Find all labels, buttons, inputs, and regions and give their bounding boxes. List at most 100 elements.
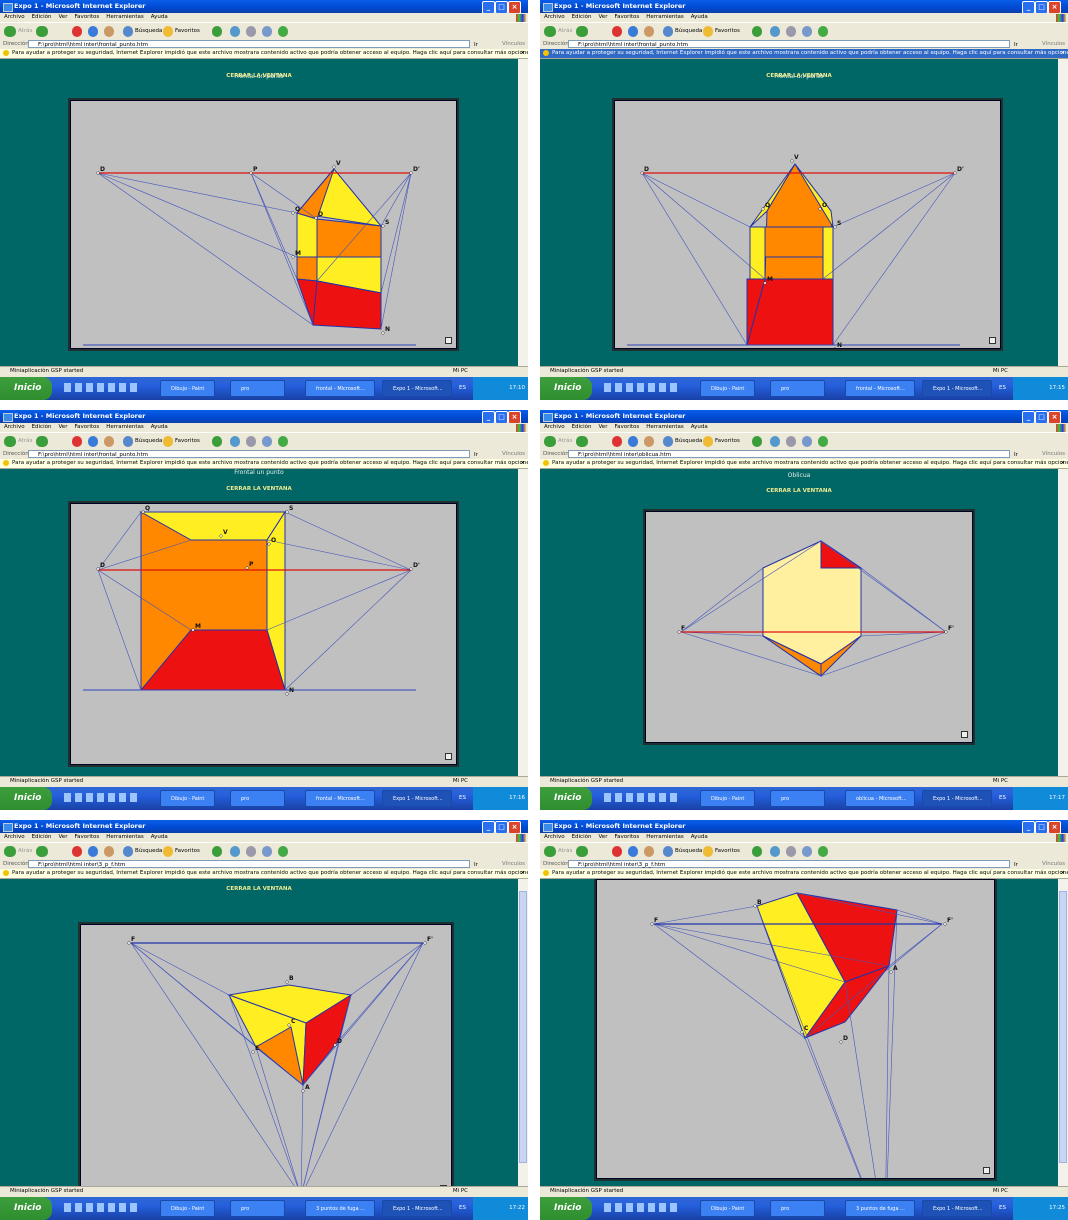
gsp-sketch-canvas[interactable]: FF'BCEDAF'': [80, 924, 452, 1186]
go-button[interactable]: Ir: [1014, 40, 1032, 48]
back-arrow-icon[interactable]: [544, 26, 556, 37]
back-arrow-icon[interactable]: [544, 846, 556, 857]
quick-launch-icon[interactable]: [108, 383, 115, 392]
security-info-bar[interactable]: Para ayudar a proteger su seguridad, Int…: [540, 49, 1068, 59]
menu-item[interactable]: Favoritos: [614, 424, 639, 430]
messenger-icon[interactable]: [818, 436, 828, 447]
print-icon[interactable]: [786, 26, 796, 37]
menu-item[interactable]: Ver: [598, 14, 607, 20]
quick-launch-icon[interactable]: [97, 1203, 104, 1212]
menu-item[interactable]: Herramientas: [106, 424, 143, 430]
home-icon[interactable]: [104, 846, 114, 857]
go-button[interactable]: Ir: [1014, 450, 1032, 458]
back-arrow-icon[interactable]: [4, 436, 16, 447]
stop-icon[interactable]: [612, 26, 622, 37]
forward-arrow-icon[interactable]: [36, 436, 48, 447]
menu-item[interactable]: Herramientas: [646, 424, 683, 430]
menu-item[interactable]: Herramientas: [646, 14, 683, 20]
menu-item[interactable]: Edición: [32, 424, 52, 430]
menu-item[interactable]: Ver: [58, 834, 67, 840]
page-task-button[interactable]: frontal - Microsoft...: [845, 380, 915, 397]
favorites-star-icon[interactable]: [163, 436, 173, 447]
address-input[interactable]: F:\pro\html\html inter\3_p_f.htm: [568, 860, 1010, 868]
clock[interactable]: 17:10: [509, 385, 525, 391]
info-bar-close-button[interactable]: ×: [520, 49, 525, 58]
search-icon[interactable]: [663, 846, 673, 857]
info-bar-close-button[interactable]: ×: [520, 869, 525, 878]
favorites-star-icon[interactable]: [703, 846, 713, 857]
ie-task-button[interactable]: Expo 1 - Microsoft...: [382, 380, 452, 397]
refresh-icon[interactable]: [88, 26, 98, 37]
menu-item[interactable]: Ayuda: [151, 14, 168, 20]
close-window-link[interactable]: CERRAR LA VENTANA: [0, 886, 518, 892]
messenger-icon[interactable]: [818, 846, 828, 857]
go-button[interactable]: Ir: [474, 860, 492, 868]
paint-task-button[interactable]: Dibujo - Paint: [160, 1200, 215, 1217]
menu-item[interactable]: Ayuda: [691, 14, 708, 20]
vertical-scrollbar[interactable]: [518, 879, 528, 1186]
paint-task-button[interactable]: Dibujo - Paint: [160, 380, 215, 397]
quick-launch-icon[interactable]: [615, 793, 622, 802]
quick-launch-icon[interactable]: [604, 383, 611, 392]
start-button[interactable]: Inicio: [0, 377, 52, 400]
page-task-button[interactable]: 3 puntos de fuga ...: [845, 1200, 915, 1217]
menu-item[interactable]: Edición: [32, 14, 52, 20]
address-input[interactable]: F:\pro\html\html inter\frontal_punto.htm: [28, 450, 470, 458]
menu-item[interactable]: Favoritos: [74, 424, 99, 430]
info-bar-close-button[interactable]: ×: [1060, 869, 1065, 878]
favorites-label[interactable]: Favoritos: [175, 23, 200, 40]
quick-launch-icon[interactable]: [119, 1203, 126, 1212]
forward-arrow-icon[interactable]: [36, 846, 48, 857]
back-label[interactable]: Atrás: [558, 843, 572, 860]
forward-arrow-icon[interactable]: [576, 26, 588, 37]
links-label[interactable]: Vínculos: [502, 449, 525, 459]
info-bar-close-button[interactable]: ×: [1060, 49, 1065, 58]
favorites-label[interactable]: Favoritos: [175, 433, 200, 450]
go-button[interactable]: Ir: [474, 450, 492, 458]
mail-icon[interactable]: [770, 26, 780, 37]
address-input[interactable]: F:\pro\html\html inter\oblicua.htm: [568, 450, 1010, 458]
security-info-bar[interactable]: Para ayudar a proteger su seguridad, Int…: [0, 49, 528, 59]
quick-launch-icon[interactable]: [86, 1203, 93, 1212]
resize-handle[interactable]: [961, 731, 968, 738]
paint-task-button[interactable]: Dibujo - Paint: [700, 380, 755, 397]
back-label[interactable]: Atrás: [558, 23, 572, 40]
quick-launch-icon[interactable]: [670, 383, 677, 392]
print-icon[interactable]: [246, 436, 256, 447]
security-info-bar[interactable]: Para ayudar a proteger su seguridad, Int…: [0, 459, 528, 469]
info-bar-close-button[interactable]: ×: [520, 459, 525, 468]
scroll-thumb[interactable]: [519, 891, 527, 1163]
refresh-icon[interactable]: [88, 436, 98, 447]
clock[interactable]: 17:25: [1049, 1205, 1065, 1211]
quick-launch-icon[interactable]: [604, 1203, 611, 1212]
favorites-star-icon[interactable]: [703, 26, 713, 37]
refresh-icon[interactable]: [628, 26, 638, 37]
stop-icon[interactable]: [72, 436, 82, 447]
links-label[interactable]: Vínculos: [502, 859, 525, 869]
home-icon[interactable]: [104, 436, 114, 447]
mail-icon[interactable]: [230, 436, 240, 447]
menu-item[interactable]: Archivo: [544, 14, 565, 20]
favorites-label[interactable]: Favoritos: [715, 843, 740, 860]
folder-task-button[interactable]: pro: [230, 380, 285, 397]
window-titlebar[interactable]: Expo 1 - Microsoft Internet Explorer_□×: [540, 410, 1068, 423]
security-info-bar[interactable]: Para ayudar a proteger su seguridad, Int…: [540, 869, 1068, 879]
quick-launch-icon[interactable]: [108, 793, 115, 802]
edit-icon[interactable]: [262, 436, 272, 447]
window-titlebar[interactable]: Expo 1 - Microsoft Internet Explorer_□×: [0, 0, 528, 13]
messenger-icon[interactable]: [278, 26, 288, 37]
quick-launch-icon[interactable]: [626, 793, 633, 802]
go-button[interactable]: Ir: [474, 40, 492, 48]
quick-launch-icon[interactable]: [615, 1203, 622, 1212]
home-icon[interactable]: [644, 26, 654, 37]
page-task-button[interactable]: oblicua - Microsoft...: [845, 790, 915, 807]
folder-task-button[interactable]: pro: [770, 380, 825, 397]
search-label[interactable]: Búsqueda: [675, 843, 702, 860]
refresh-icon[interactable]: [628, 846, 638, 857]
quick-launch-icon[interactable]: [97, 383, 104, 392]
vertical-scrollbar[interactable]: [518, 469, 528, 776]
history-icon[interactable]: [212, 436, 222, 447]
